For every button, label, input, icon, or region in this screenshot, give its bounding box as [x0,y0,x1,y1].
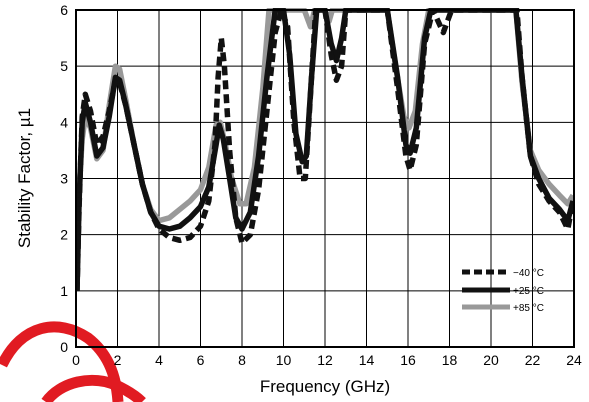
y-tick-label: 6 [60,2,68,18]
x-tick-label: 0 [72,352,80,368]
legend-label: +85 °C [513,303,544,314]
y-tick-label: 5 [60,58,68,74]
x-tick-label: 24 [566,352,582,368]
x-tick-label: 6 [197,352,205,368]
y-axis-label: Stability Factor, µ1 [15,108,34,248]
series-line-0 [76,8,574,291]
x-tick-label: 2 [114,352,122,368]
plot-frame [75,9,575,348]
y-tick-label: 3 [60,171,68,187]
x-tick-label: 12 [317,352,333,368]
x-tick-label: 18 [442,352,458,368]
x-tick-label: 8 [238,352,246,368]
grid [76,10,574,347]
x-axis-label: Frequency (GHz) [260,377,390,396]
legend-label: +25 °C [513,286,544,297]
x-tick-label: 10 [276,352,292,368]
legend: −40 °C +25 °C +85 °C [462,268,544,314]
y-tick-label: 0 [60,339,68,355]
x-tick-label: 4 [155,352,163,368]
y-axis-ticks: 0 1 2 3 4 5 6 [60,2,68,355]
x-tick-label: 22 [525,352,541,368]
y-tick-label: 4 [60,114,68,130]
series-lines [76,8,574,291]
x-tick-label: 14 [359,352,375,368]
watermark-arcs [0,321,146,402]
x-tick-label: 20 [483,352,499,368]
y-tick-label: 1 [60,283,68,299]
legend-label: −40 °C [513,268,544,279]
x-axis-ticks: 0 2 4 6 8 10 12 14 16 18 20 22 24 [72,352,582,368]
x-tick-label: 16 [400,352,416,368]
y-tick-label: 2 [60,227,68,243]
